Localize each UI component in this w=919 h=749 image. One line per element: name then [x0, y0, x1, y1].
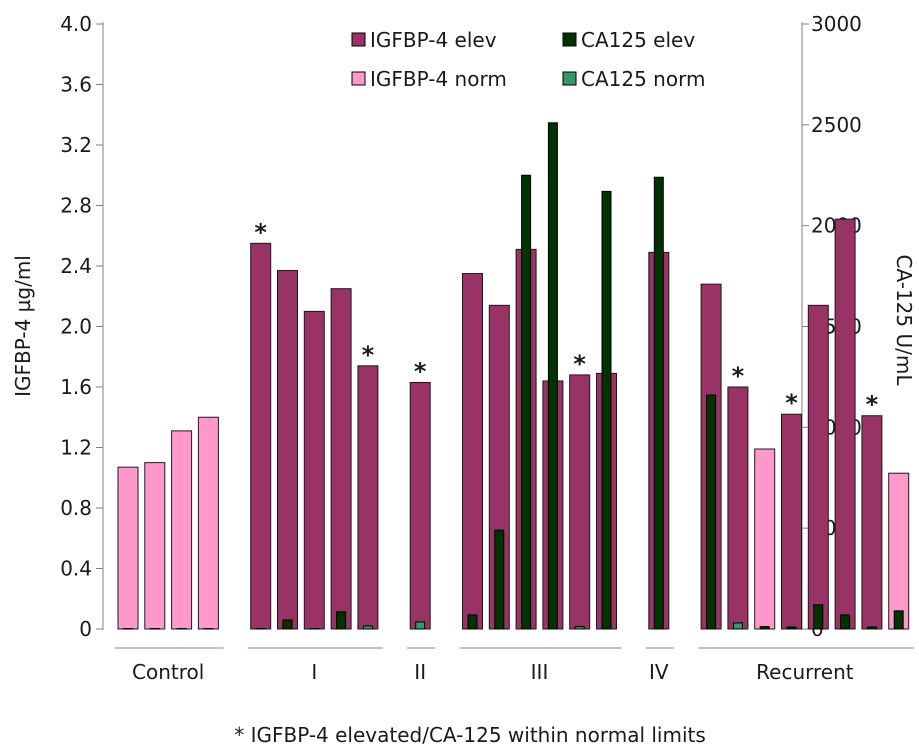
group-label: Control — [132, 660, 204, 684]
ca125-bar — [176, 628, 187, 630]
igfbp4-bar — [144, 462, 166, 630]
left-tick-label: 1.2 — [60, 436, 92, 460]
left-tick-label: 1.6 — [60, 375, 92, 399]
group-label: I — [311, 660, 317, 684]
ca125-bar — [706, 394, 717, 630]
left-tick-label: 2.0 — [60, 315, 92, 339]
igfbp4-bar — [781, 413, 802, 630]
igfbp4-bar — [727, 386, 749, 630]
left-tick-label: 0.8 — [60, 496, 92, 520]
ca125-bar — [415, 621, 426, 630]
ca125-bar — [732, 622, 743, 630]
left-tick-label: 3.2 — [60, 133, 92, 157]
left-tick-label: 2.4 — [60, 254, 92, 278]
left-axis: 0 0.4 0.8 1.2 1.6 2.0 2.4 2.8 3.2 3.6 4.0 IGFBP-4 … — [11, 12, 104, 641]
igfbp4-bar — [409, 381, 431, 630]
ca125-bar — [866, 626, 877, 630]
igfbp4-bar — [357, 365, 379, 630]
igfbp4-bar — [197, 416, 219, 630]
group-label: III — [531, 660, 549, 684]
igfbp4-bar — [834, 218, 856, 630]
igfbp4-bar — [171, 430, 193, 630]
ca125-bar — [601, 190, 612, 630]
igfbp4-bar — [569, 374, 591, 630]
legend-label: CA125 norm — [581, 67, 705, 91]
igfbp4-bar — [754, 448, 776, 630]
legend-swatch — [351, 71, 366, 86]
igfbp4-bar — [807, 304, 829, 630]
left-tick-label: 4.0 — [60, 12, 92, 36]
asterisk-mark: * — [254, 218, 267, 246]
ca125-bar — [123, 628, 133, 630]
ca125-bar — [547, 122, 558, 630]
ca125-bar — [149, 628, 160, 630]
ca125-bar — [336, 611, 347, 630]
ca125-bar — [309, 628, 320, 630]
igfbp4-bar — [462, 273, 483, 630]
left-tick-label: 0.4 — [60, 557, 92, 581]
ca125-bar — [494, 529, 505, 630]
bars — [117, 122, 910, 630]
igfbp4-bar — [303, 310, 325, 630]
ca125-bar — [255, 628, 266, 630]
legend: IGFBP-4 elev CA125 elev IGFBP-4 norm CA125 … — [351, 28, 705, 91]
ca125-bar — [574, 626, 585, 630]
ca125-bar — [759, 626, 770, 630]
group-labels: Control I II III IV Recurrent — [115, 647, 914, 684]
igfbp4-bar — [277, 270, 298, 630]
footnote: * IGFBP-4 elevated/CA-125 within normal … — [234, 723, 706, 747]
left-tick-label: 0 — [79, 617, 92, 641]
legend-label: IGFBP-4 norm — [370, 67, 507, 91]
asterisk-mark: * — [362, 341, 375, 369]
y2-axis-label: CA-125 U/mL — [892, 255, 916, 387]
ca125-bar — [362, 625, 373, 630]
left-tick-label: 2.8 — [60, 194, 92, 218]
igfbp4-bar — [250, 242, 272, 630]
legend-swatch — [351, 32, 366, 47]
igfbp4-bar — [861, 415, 883, 630]
legend-label: IGFBP-4 elev — [370, 28, 497, 52]
group-label: Recurrent — [756, 660, 854, 684]
ca125-bar — [786, 626, 797, 630]
right-tick-label: 2500 — [811, 113, 862, 137]
ca125-bar — [282, 619, 293, 630]
ca125-bar — [653, 176, 664, 630]
y-axis-label: IGFBP-4 µg/ml — [11, 255, 35, 397]
legend-swatch — [562, 32, 577, 47]
ca125-bar — [893, 610, 904, 630]
igfbp4-bar — [330, 288, 352, 630]
asterisk-mark: * — [732, 362, 745, 390]
right-tick-label: 3000 — [811, 12, 862, 36]
asterisks: * * * * * * * — [254, 218, 878, 418]
asterisk-mark: * — [573, 350, 586, 378]
legend-label: CA125 elev — [581, 28, 695, 52]
ca125-bar — [813, 604, 824, 630]
left-axis-ticks: 0 0.4 0.8 1.2 1.6 2.0 2.4 2.8 3.2 3.6 4.0 — [60, 12, 103, 641]
asterisk-mark: * — [785, 389, 798, 417]
asterisk-mark: * — [414, 357, 427, 385]
ca125-bar — [840, 614, 851, 630]
asterisk-mark: * — [866, 391, 879, 419]
ca125-bar — [203, 628, 214, 630]
left-tick-label: 3.6 — [60, 73, 92, 97]
igfbp4-bar — [117, 466, 139, 630]
ca125-bar — [467, 614, 478, 630]
group-label: IV — [649, 660, 669, 684]
ca125-bar — [521, 174, 532, 630]
group-label: II — [414, 660, 426, 684]
legend-swatch — [562, 71, 577, 86]
igfbp4-bar — [888, 472, 910, 630]
